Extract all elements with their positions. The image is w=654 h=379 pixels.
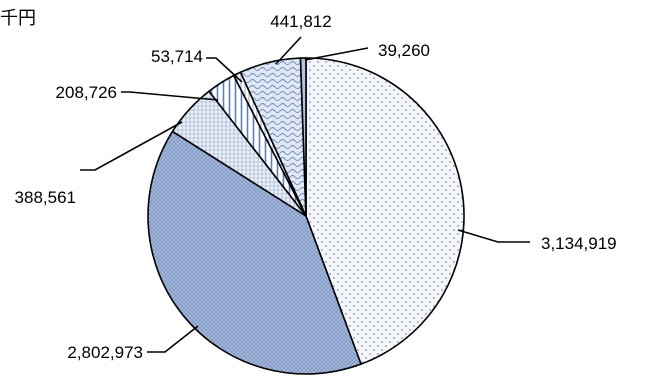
- pie-slice: [147, 130, 363, 375]
- leader-line: [206, 57, 243, 83]
- leader-line: [147, 325, 199, 353]
- data-label: 208,726: [56, 83, 117, 102]
- data-label: 388,561: [15, 188, 76, 207]
- leader-line: [80, 121, 183, 171]
- leader-line: [304, 47, 369, 61]
- data-label: 53,714: [151, 47, 203, 66]
- data-label: 2,802,973: [67, 343, 143, 362]
- pie-slice: [299, 57, 307, 217]
- data-label: 441,812: [270, 12, 331, 31]
- unit-label: 千円: [0, 8, 36, 29]
- leader-line: [275, 36, 302, 65]
- pie-slice: [305, 57, 465, 366]
- data-label: 3,134,919: [541, 234, 617, 253]
- data-label: 39,260: [378, 41, 430, 60]
- leader-line: [457, 229, 530, 243]
- leader-line: [121, 91, 219, 101]
